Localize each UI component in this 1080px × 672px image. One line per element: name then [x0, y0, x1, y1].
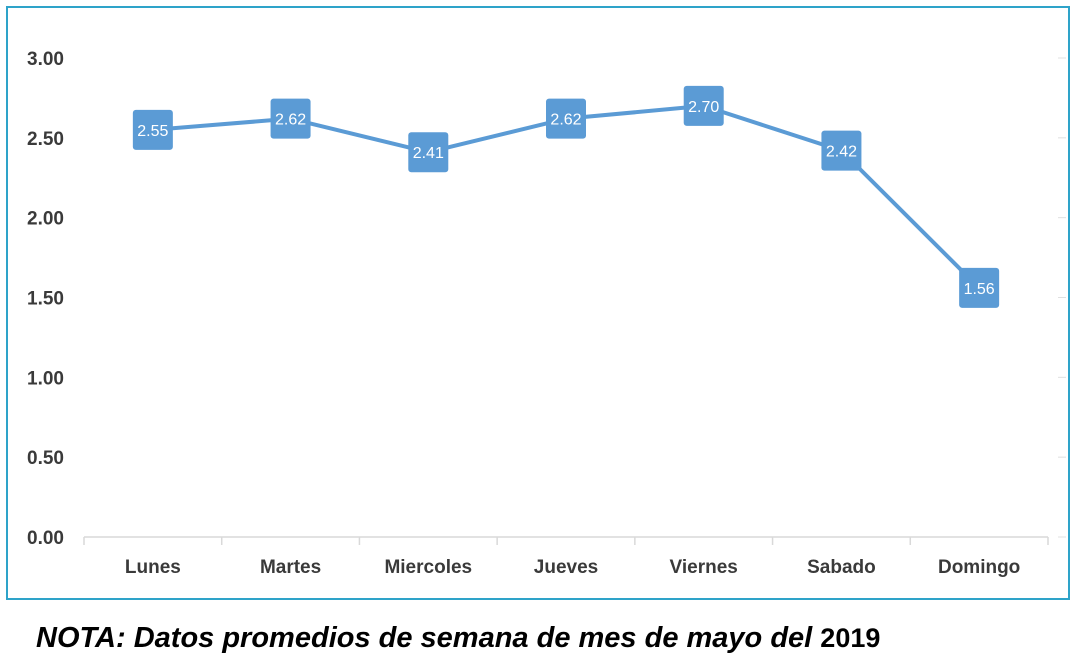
data-label: 2.55	[137, 123, 168, 140]
y-tick-label: 1.50	[27, 289, 64, 310]
data-label: 2.62	[275, 112, 306, 129]
data-point: 2.62	[270, 98, 311, 139]
category-label: Jueves	[534, 557, 598, 578]
y-axis-labels: 0.00 0.50 1.00 1.50 2.00 2.50 3.00	[27, 49, 64, 549]
y-tick-label: 2.00	[27, 209, 64, 230]
y-tick-label: 2.50	[27, 129, 64, 150]
y-tick-label: 3.00	[27, 49, 64, 70]
data-label: 2.42	[826, 144, 857, 161]
data-point: 2.42	[821, 130, 862, 171]
category-labels: Lunes Martes Miercoles Jueves Viernes Sabado D…	[125, 557, 1020, 578]
y-tick-label: 0.50	[27, 448, 64, 469]
data-marker	[408, 132, 449, 173]
chart-frame	[6, 6, 1070, 600]
note-year: 2019	[820, 623, 881, 653]
data-marker	[821, 130, 862, 171]
data-label: 2.62	[550, 112, 581, 129]
category-label: Martes	[260, 557, 321, 578]
y-tick-label: 1.00	[27, 368, 64, 389]
data-marker	[270, 98, 311, 139]
data-label: 2.41	[413, 145, 444, 162]
data-point: 2.62	[546, 98, 586, 139]
data-point: 1.56	[959, 267, 1000, 308]
chart-note: NOTA: Datos promedios de semana de mes d…	[36, 622, 880, 655]
category-label: Viernes	[670, 557, 738, 578]
data-point: 2.41	[408, 132, 449, 173]
x-axis-ticks	[83, 537, 1049, 545]
data-point: 2.55	[132, 109, 173, 150]
data-markers: 2.55 2.62 2.41 2.62 2.70 2.42 1.56	[132, 85, 1000, 308]
category-label: Miercoles	[384, 557, 472, 578]
category-label: Lunes	[125, 557, 181, 578]
note-text: NOTA: Datos promedios de semana de mes d…	[36, 622, 813, 654]
line-chart: 0.00 0.50 1.00 1.50 2.00 2.50 3.00 Lunes Martes…	[27, 49, 1066, 578]
data-marker	[546, 98, 586, 139]
data-point: 2.70	[683, 85, 724, 126]
data-marker	[959, 267, 1000, 308]
category-label: Sabado	[807, 557, 876, 578]
right-axis-ticks	[1058, 57, 1066, 538]
data-marker	[132, 109, 173, 150]
data-label: 1.56	[964, 281, 995, 298]
data-label: 2.70	[688, 99, 719, 116]
y-tick-label: 0.00	[27, 528, 64, 549]
category-label: Domingo	[938, 557, 1020, 578]
data-marker	[683, 85, 724, 126]
